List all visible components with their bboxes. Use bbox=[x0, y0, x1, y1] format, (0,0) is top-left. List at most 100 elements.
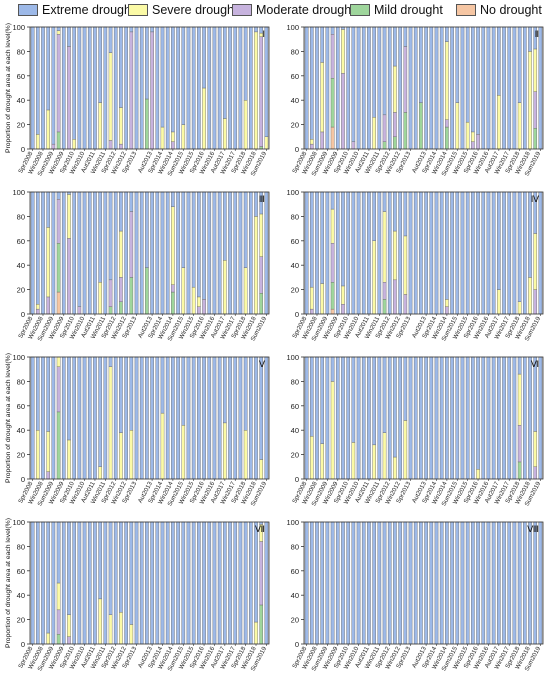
bar-segment bbox=[429, 521, 434, 645]
bar-segment bbox=[460, 26, 465, 150]
bar-segment bbox=[145, 26, 149, 100]
bar-segment bbox=[202, 26, 206, 89]
bar-segment bbox=[517, 191, 522, 303]
bar-segment bbox=[403, 235, 408, 295]
bar-segment bbox=[439, 26, 444, 150]
bar-segment bbox=[51, 521, 56, 645]
bar-segment bbox=[176, 191, 180, 315]
bar-segment bbox=[393, 136, 397, 150]
bar-segment bbox=[124, 521, 128, 645]
bar-segment bbox=[98, 282, 102, 315]
bar-segment bbox=[538, 26, 543, 150]
bar-segment bbox=[491, 26, 496, 150]
bar-segment bbox=[330, 34, 335, 79]
bar-segment bbox=[377, 26, 382, 150]
bar-segment bbox=[403, 26, 408, 47]
bar-segment bbox=[372, 191, 376, 241]
panel-title: Ⅲ bbox=[259, 194, 265, 204]
bar-segment bbox=[523, 521, 527, 645]
bar-segment bbox=[108, 306, 113, 315]
bar-segment bbox=[517, 373, 522, 426]
bar-segment bbox=[150, 31, 154, 150]
bar-segment bbox=[330, 78, 335, 128]
bar-segment bbox=[243, 356, 248, 431]
bar-segment bbox=[320, 191, 324, 284]
bar-segment bbox=[413, 521, 418, 645]
bar-segment bbox=[46, 109, 50, 150]
bar-segment bbox=[351, 356, 356, 443]
plot-frame bbox=[29, 521, 270, 645]
y-tick-label: 0 bbox=[21, 145, 25, 154]
bar-segment bbox=[155, 26, 160, 150]
bar-segment bbox=[56, 26, 61, 31]
bar-segment bbox=[87, 521, 92, 645]
bar-segment bbox=[212, 191, 217, 315]
bar-segment bbox=[419, 521, 423, 645]
bar-segment bbox=[35, 430, 40, 480]
bar-segment bbox=[377, 356, 382, 480]
bar-segment bbox=[248, 26, 253, 150]
bar-segment bbox=[403, 294, 408, 315]
bar-segment bbox=[139, 356, 144, 480]
bar-segment bbox=[155, 191, 160, 315]
bar-segment bbox=[165, 26, 170, 150]
bar-segment bbox=[330, 208, 335, 244]
bar-segment bbox=[439, 356, 444, 480]
bar-segment bbox=[465, 26, 470, 123]
bar-segment bbox=[315, 356, 319, 480]
bar-segment bbox=[455, 102, 460, 150]
bar-segment bbox=[108, 366, 113, 480]
y-tick-label: 20 bbox=[17, 451, 25, 460]
bar-segment bbox=[398, 26, 402, 150]
bar-segment bbox=[134, 191, 139, 315]
bar-segment bbox=[497, 26, 501, 96]
bar-segment bbox=[341, 521, 345, 645]
bar-segment bbox=[41, 26, 45, 150]
bar-segment bbox=[523, 356, 527, 480]
bar-segment bbox=[207, 356, 212, 480]
bar-segment bbox=[51, 26, 56, 145]
bar-segment bbox=[254, 621, 258, 645]
bar-segment bbox=[191, 521, 196, 645]
bar-segment bbox=[171, 356, 175, 480]
bar-segment bbox=[460, 191, 465, 315]
bar-segment bbox=[243, 99, 248, 150]
bar-segment bbox=[341, 29, 345, 74]
bar-segment bbox=[304, 26, 309, 150]
bar-segment bbox=[56, 199, 61, 244]
bar-segment bbox=[56, 191, 61, 200]
bar-segment bbox=[181, 26, 186, 125]
bar-segment bbox=[56, 609, 61, 635]
y-tick-label: 80 bbox=[17, 377, 25, 386]
bar-segment bbox=[538, 356, 543, 480]
y-tick-label: 60 bbox=[17, 237, 25, 246]
bar-segment bbox=[486, 26, 491, 150]
bar-segment bbox=[77, 521, 82, 645]
panel-title: Ⅶ bbox=[255, 524, 265, 534]
bar-segment bbox=[341, 191, 345, 287]
bar-segment bbox=[304, 521, 309, 645]
bar-segment bbox=[51, 356, 56, 480]
bar-segment bbox=[217, 26, 222, 150]
bar-segment bbox=[403, 356, 408, 421]
bar-segment bbox=[341, 356, 345, 480]
bar-segment bbox=[108, 614, 113, 645]
bar-segment bbox=[248, 356, 253, 480]
bar-segment bbox=[309, 308, 314, 315]
y-tick-label: 100 bbox=[286, 518, 299, 527]
bar-segment bbox=[254, 31, 258, 150]
y-tick-label: 80 bbox=[17, 47, 25, 56]
legend-label: No drought bbox=[480, 3, 542, 17]
bar-segment bbox=[528, 356, 532, 480]
bar-segment bbox=[361, 356, 366, 480]
bar-segment bbox=[393, 279, 397, 315]
bar-segment bbox=[248, 191, 253, 315]
y-tick-label: 40 bbox=[17, 426, 25, 435]
bar-segment bbox=[191, 26, 196, 150]
bar-segment bbox=[512, 356, 517, 480]
bar-segment bbox=[330, 282, 335, 310]
y-tick-label: 0 bbox=[21, 310, 25, 319]
bar-segment bbox=[223, 26, 227, 119]
bar-segment bbox=[486, 191, 491, 315]
